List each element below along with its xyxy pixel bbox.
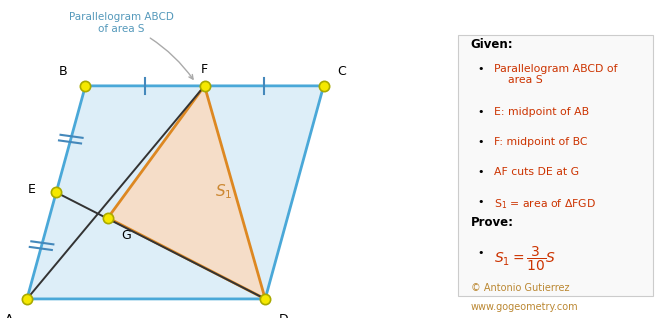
Text: •: • [477, 107, 483, 116]
Text: •: • [477, 248, 483, 258]
Text: B: B [59, 65, 67, 78]
Text: E: E [28, 183, 36, 196]
Text: Parallelogram ABCD of
    area S: Parallelogram ABCD of area S [494, 64, 617, 85]
Text: •: • [477, 64, 483, 73]
Point [22, 296, 32, 301]
Text: •: • [477, 197, 483, 207]
Text: www.gogeometry.com: www.gogeometry.com [471, 302, 578, 312]
Text: F: midpoint of BC: F: midpoint of BC [494, 137, 588, 147]
Point [80, 83, 91, 88]
Polygon shape [27, 86, 324, 299]
Text: •: • [477, 167, 483, 177]
Text: A: A [5, 313, 13, 318]
Text: D: D [278, 313, 288, 318]
Point [51, 190, 61, 195]
Text: G: G [121, 229, 131, 242]
Text: AF cuts DE at G: AF cuts DE at G [494, 167, 579, 177]
Text: Given:: Given: [471, 38, 513, 51]
Point [319, 83, 329, 88]
Text: S$_1$ = area of $\Delta$FGD: S$_1$ = area of $\Delta$FGD [494, 197, 596, 211]
Text: C: C [337, 65, 346, 78]
FancyBboxPatch shape [458, 35, 652, 296]
Text: © Antonio Gutierrez: © Antonio Gutierrez [471, 283, 569, 293]
Point [199, 83, 210, 88]
Text: $S_1=\dfrac{3}{10}S$: $S_1=\dfrac{3}{10}S$ [494, 245, 556, 273]
Text: $S_1$: $S_1$ [215, 182, 233, 201]
Text: Prove:: Prove: [471, 216, 514, 229]
Point [102, 215, 113, 220]
Text: E: midpoint of AB: E: midpoint of AB [494, 107, 589, 116]
Text: F: F [201, 64, 208, 76]
Text: •: • [477, 137, 483, 147]
Point [260, 296, 270, 301]
Polygon shape [108, 86, 265, 299]
Text: Parallelogram ABCD
of area S: Parallelogram ABCD of area S [69, 12, 193, 79]
